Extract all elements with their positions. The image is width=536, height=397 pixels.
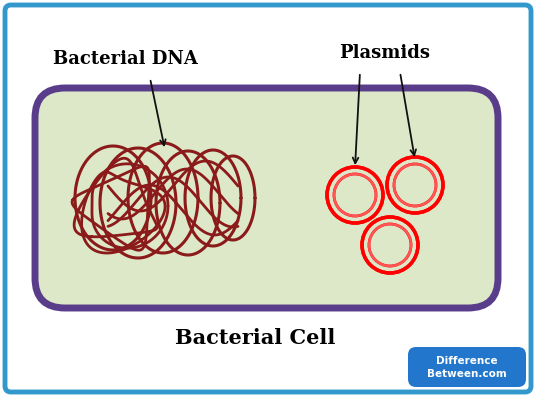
Text: Bacterial DNA: Bacterial DNA xyxy=(53,50,197,68)
Circle shape xyxy=(331,171,379,219)
Text: Difference: Difference xyxy=(436,356,498,366)
Text: Bacterial Cell: Bacterial Cell xyxy=(175,328,335,348)
FancyBboxPatch shape xyxy=(35,88,498,308)
Circle shape xyxy=(366,221,414,269)
Text: Between.com: Between.com xyxy=(427,369,507,379)
FancyBboxPatch shape xyxy=(5,5,531,392)
FancyBboxPatch shape xyxy=(408,347,526,387)
Text: Plasmids: Plasmids xyxy=(339,44,430,62)
Circle shape xyxy=(391,161,439,209)
